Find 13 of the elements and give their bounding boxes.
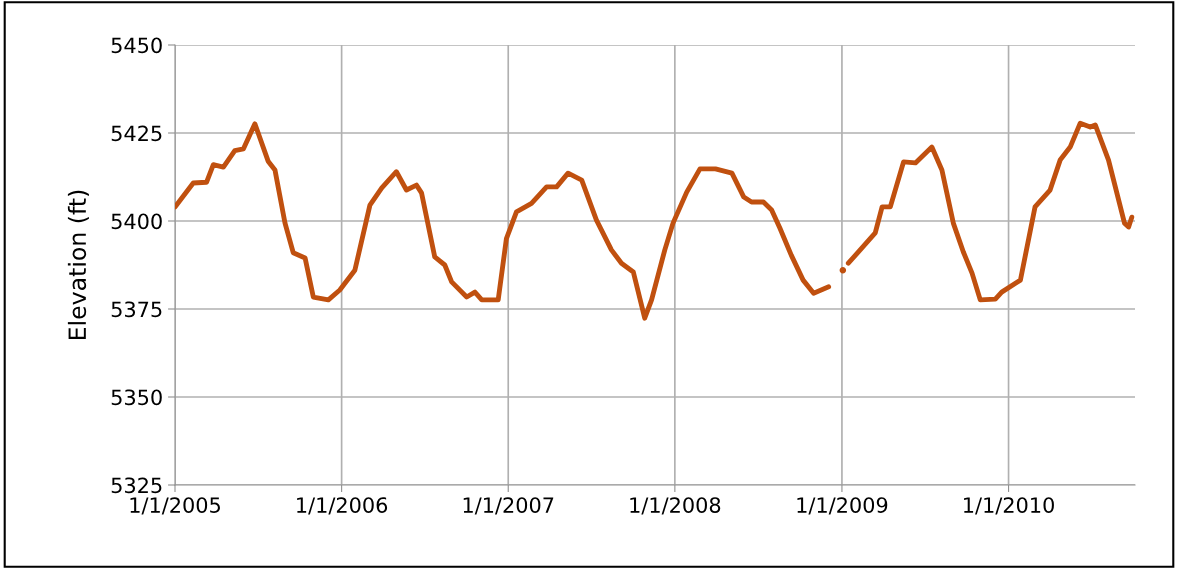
y-tick-label: 5425: [111, 125, 162, 142]
y-tick-label: 5450: [111, 37, 162, 54]
x-tick-label: 1/1/2009: [797, 497, 888, 515]
y-tick-label: 5350: [111, 389, 162, 406]
x-tick-label: 1/1/2010: [964, 497, 1054, 515]
y-tick-label: 5325: [111, 477, 162, 494]
x-tick-label: 1/1/2008: [630, 497, 721, 515]
x-tick-label: 1/1/2006: [297, 497, 388, 515]
x-tick-label: 1/1/2005: [130, 497, 220, 515]
x-tick-label: 1/1/2007: [463, 497, 554, 515]
y-axis-title: Elevation (ft): [67, 190, 89, 340]
y-tick-label: 5375: [111, 301, 162, 318]
y-tick-label: 5400: [111, 213, 162, 230]
